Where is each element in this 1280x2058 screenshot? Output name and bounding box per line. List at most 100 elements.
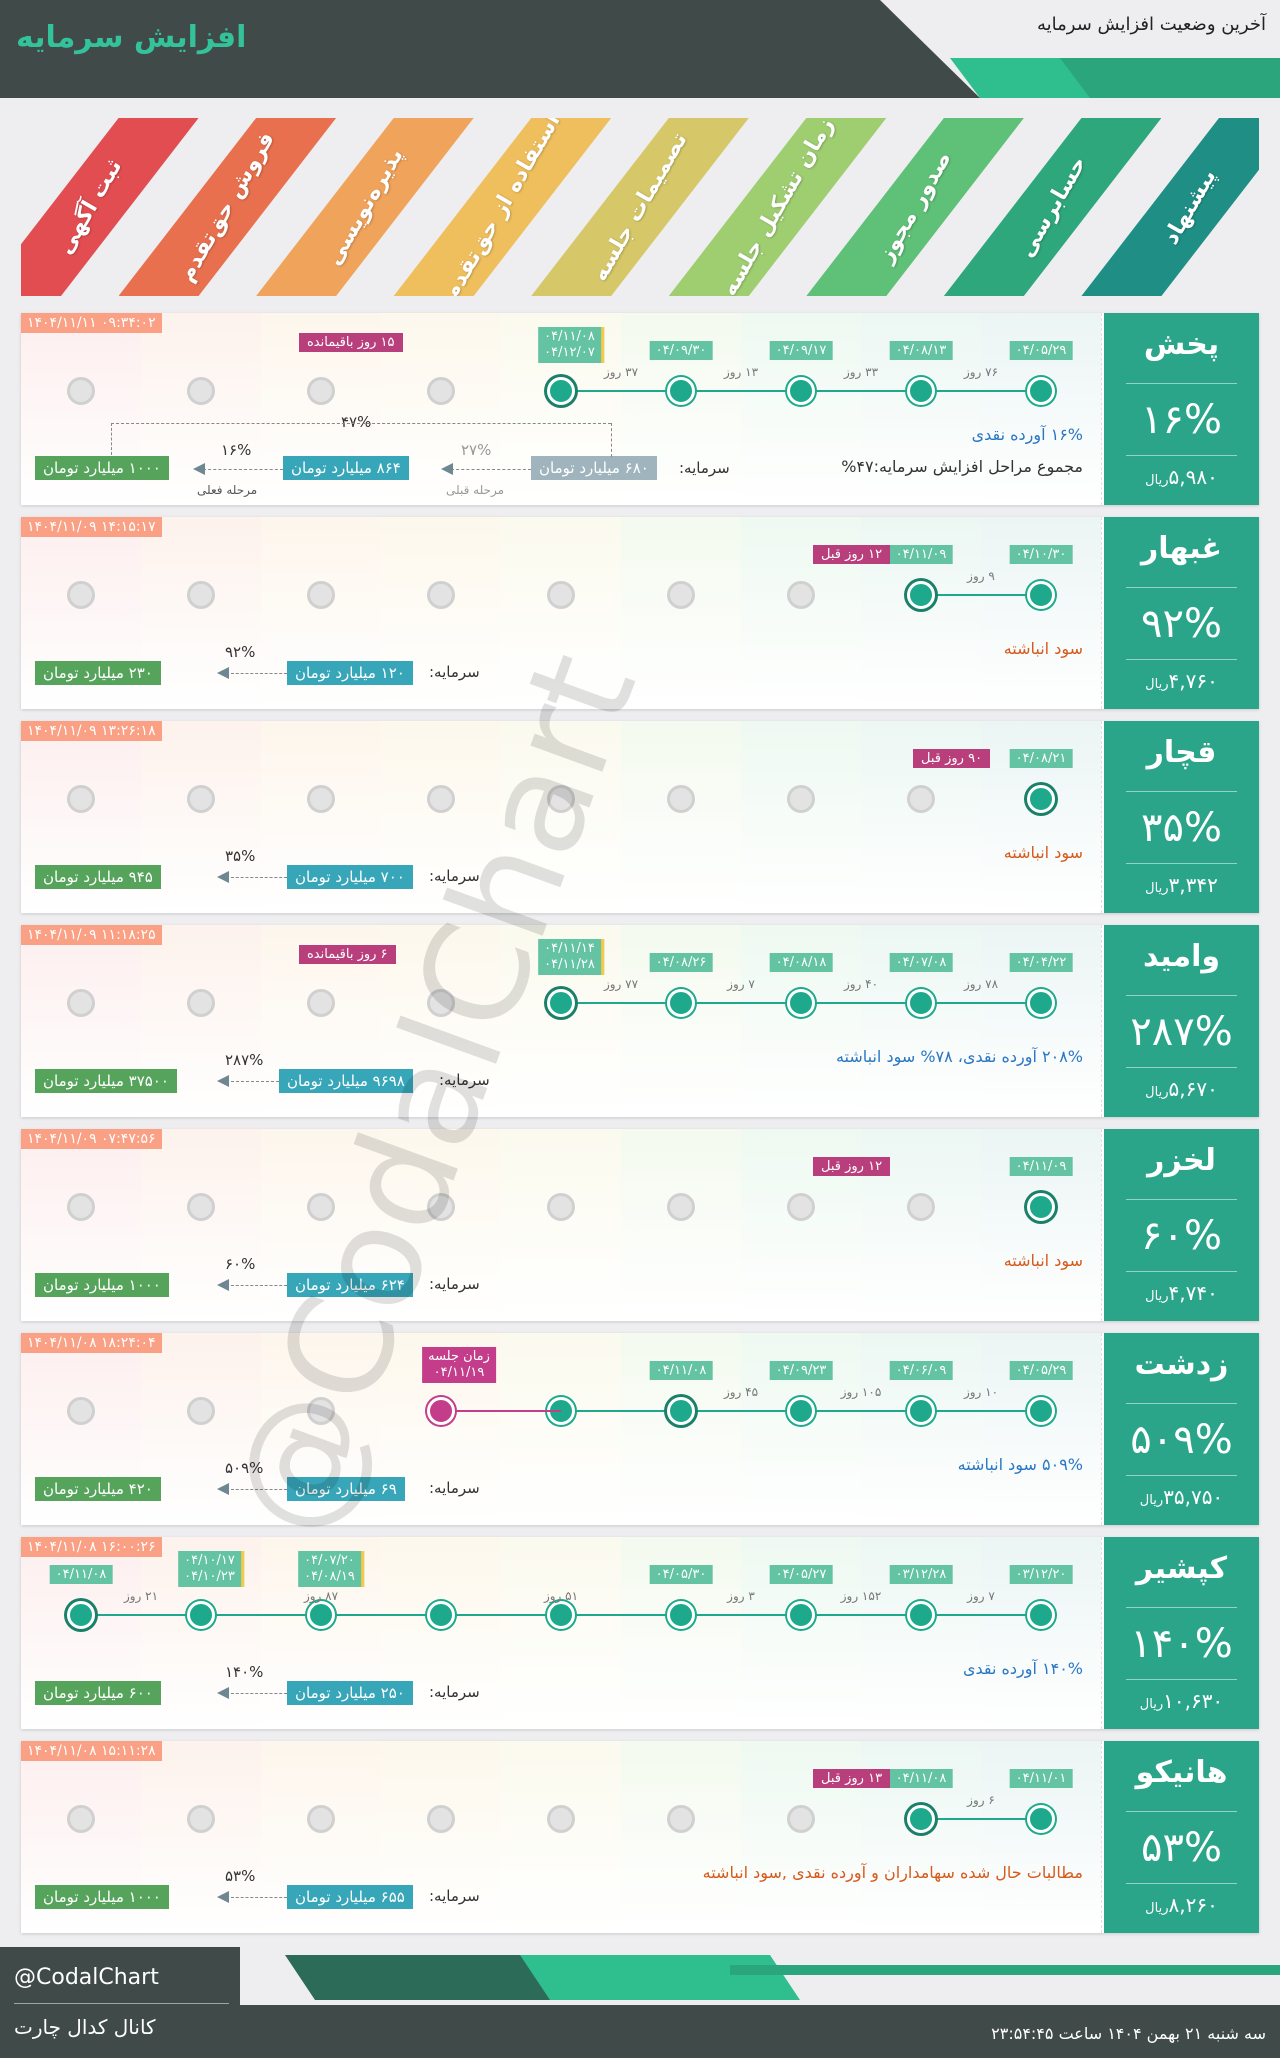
phase-column-bg [621,1129,741,1321]
phase-dot-done[interactable] [667,1601,695,1629]
phase-dot-done[interactable] [1027,1601,1055,1629]
stock-symbol[interactable]: لخزر [1147,1143,1216,1178]
duration-label: ۷۸ روز [963,977,999,991]
phase-dot-current[interactable] [667,1397,695,1425]
date-range-start: ۰۴/۱۱/۱۴ [544,941,595,956]
duration-label: ۱۰۵ روز [840,1385,882,1399]
arrow [231,673,287,674]
phase-dot-current[interactable] [1027,785,1055,813]
duration-label: ۹ روز [967,569,995,583]
phase-dot-done[interactable] [907,377,935,405]
stock-price: ۸,۲۶۰ریال [1104,1893,1259,1917]
phase-dot-done[interactable] [787,1601,815,1629]
percent-label: ۹۲% [225,643,256,661]
phase-dot-inactive [307,1397,335,1425]
phase-dot-done[interactable] [427,1601,455,1629]
date-range-end: ۰۴/۰۸/۱۹ [304,1569,355,1584]
meeting-date: ۰۴/۱۱/۱۹ [433,1365,485,1380]
capital-after: ۲۳۰ میلیارد تومان [35,661,161,685]
phase-dot-done[interactable] [1027,581,1055,609]
phase-dot-done[interactable] [1027,1397,1055,1425]
capital-after: ۶۰۰ میلیارد تومان [35,1681,161,1705]
phase-column-bg [141,1333,261,1525]
duration-label: ۷۶ روز [963,365,999,379]
remaining-days-tag: ۱۵ روز باقیمانده [299,333,403,352]
stock-price: ۴,۷۶۰ریال [1104,669,1259,693]
date-badge: ۰۴/۰۸/۲۱ [1009,749,1073,768]
phase-dot-inactive [67,1193,95,1221]
phase-dot-current[interactable] [1027,1193,1055,1221]
arrow [231,1897,287,1898]
channel-handle[interactable]: @CodalChart [14,1965,159,1990]
stock-symbol[interactable]: غبهار [1140,531,1223,566]
phase-dot-done[interactable] [787,989,815,1017]
phase-dot-inactive [67,989,95,1017]
arrow-head [441,463,453,475]
phase-dot-done[interactable] [1027,989,1055,1017]
arrow [231,877,287,878]
phase-dot-inactive [427,377,455,405]
phase-dot-done[interactable] [907,1397,935,1425]
duration-label: ۱۵۲ روز [840,1589,882,1603]
phase-dot-done[interactable] [787,1397,815,1425]
stock-symbol[interactable]: پخش [1143,327,1220,362]
stock-symbol[interactable]: زدشت [1134,1347,1229,1382]
phase-dot-inactive [787,785,815,813]
date-range-badge: ۰۴/۰۷/۲۰ ۰۴/۰۸/۱۹ [298,1551,364,1587]
stock-summary: وامید ۲۸۷% ۵,۶۷۰ریال [1104,925,1259,1117]
phase-column-bg [501,1537,621,1729]
duration-label: ۷ روز [967,1589,995,1603]
percent-label: ۱۶% [221,441,252,459]
phase-dot-done[interactable] [667,377,695,405]
phase-dot-current[interactable] [907,581,935,609]
percent-label: ۶۰% [225,1255,256,1273]
stock-symbol[interactable]: وامید [1142,939,1221,974]
phase-dot-done[interactable] [1027,377,1055,405]
phase-dot-done[interactable] [787,377,815,405]
phase-dot-done[interactable] [1027,1805,1055,1833]
date-badge: ۰۴/۰۸/۱۳ [889,341,953,360]
meeting-box: زمان جلسه ۰۴/۱۱/۱۹ [422,1347,496,1383]
gridline [1101,1741,1102,1933]
phase-label: استفاده از حق‌تقدم [438,118,566,296]
phase-dot-inactive [427,785,455,813]
phase-dot-done[interactable] [907,1601,935,1629]
stock-card: ۱۴۰۴/۱۱/۰۹ ۱۴:۱۵:۱۷ ۰۴/۱۰/۳۰ ۰۴/۱۱/۰۹ ۹ روز… [21,517,1259,709]
phase-dot-inactive [307,785,335,813]
phase-dot-done[interactable] [907,989,935,1017]
phase-dot-inactive [187,785,215,813]
stock-symbol[interactable]: هانیکو [1135,1755,1228,1790]
date-badge: ۰۴/۱۱/۰۸ [889,1769,953,1788]
duration-label: ۱۰ روز [963,1385,999,1399]
date-badge: ۰۴/۱۱/۰۹ [889,545,953,564]
timeline-line [921,1818,1041,1820]
divider [1126,1883,1237,1884]
stock-price: ۳,۳۴۲ریال [1104,873,1259,897]
divider [1126,1607,1237,1608]
phase-dot-inactive [667,1193,695,1221]
phase-dot-done[interactable] [667,989,695,1017]
phase-dot-current[interactable] [547,989,575,1017]
stock-summary: لخزر ۶۰% ۴,۷۴۰ریال [1104,1129,1259,1321]
date-range-end: ۰۴/۱۰/۲۳ [184,1569,235,1584]
price-value: ۴,۷۴۰ [1168,1281,1218,1305]
price-unit: ریال [1145,677,1169,692]
phase-dot-done[interactable] [187,1601,215,1629]
gridline [1101,1129,1102,1321]
meeting-dot[interactable] [427,1397,455,1425]
phase-dot-done[interactable] [307,1601,335,1629]
phase-dot-done[interactable] [547,1601,575,1629]
phase-dot-current[interactable] [67,1601,95,1629]
phase-dot-current[interactable] [547,377,575,405]
phase-dot-current[interactable] [907,1805,935,1833]
stock-symbol[interactable]: کپشیر [1135,1551,1228,1586]
timestamp: ۱۴۰۴/۱۱/۰۹ ۱۴:۱۵:۱۷ [21,517,162,537]
phase-dot-inactive [427,581,455,609]
price-value: ۱۰,۶۳۰ [1163,1689,1224,1713]
capital-increase-percent: ۵۳% [1141,1825,1222,1871]
price-value: ۴,۷۶۰ [1168,669,1218,693]
bracket-stem [111,423,112,455]
date-badge: ۰۴/۰۴/۲۲ [1009,953,1073,972]
stock-symbol[interactable]: قچار [1146,735,1217,770]
phase-dot-inactive [67,1397,95,1425]
